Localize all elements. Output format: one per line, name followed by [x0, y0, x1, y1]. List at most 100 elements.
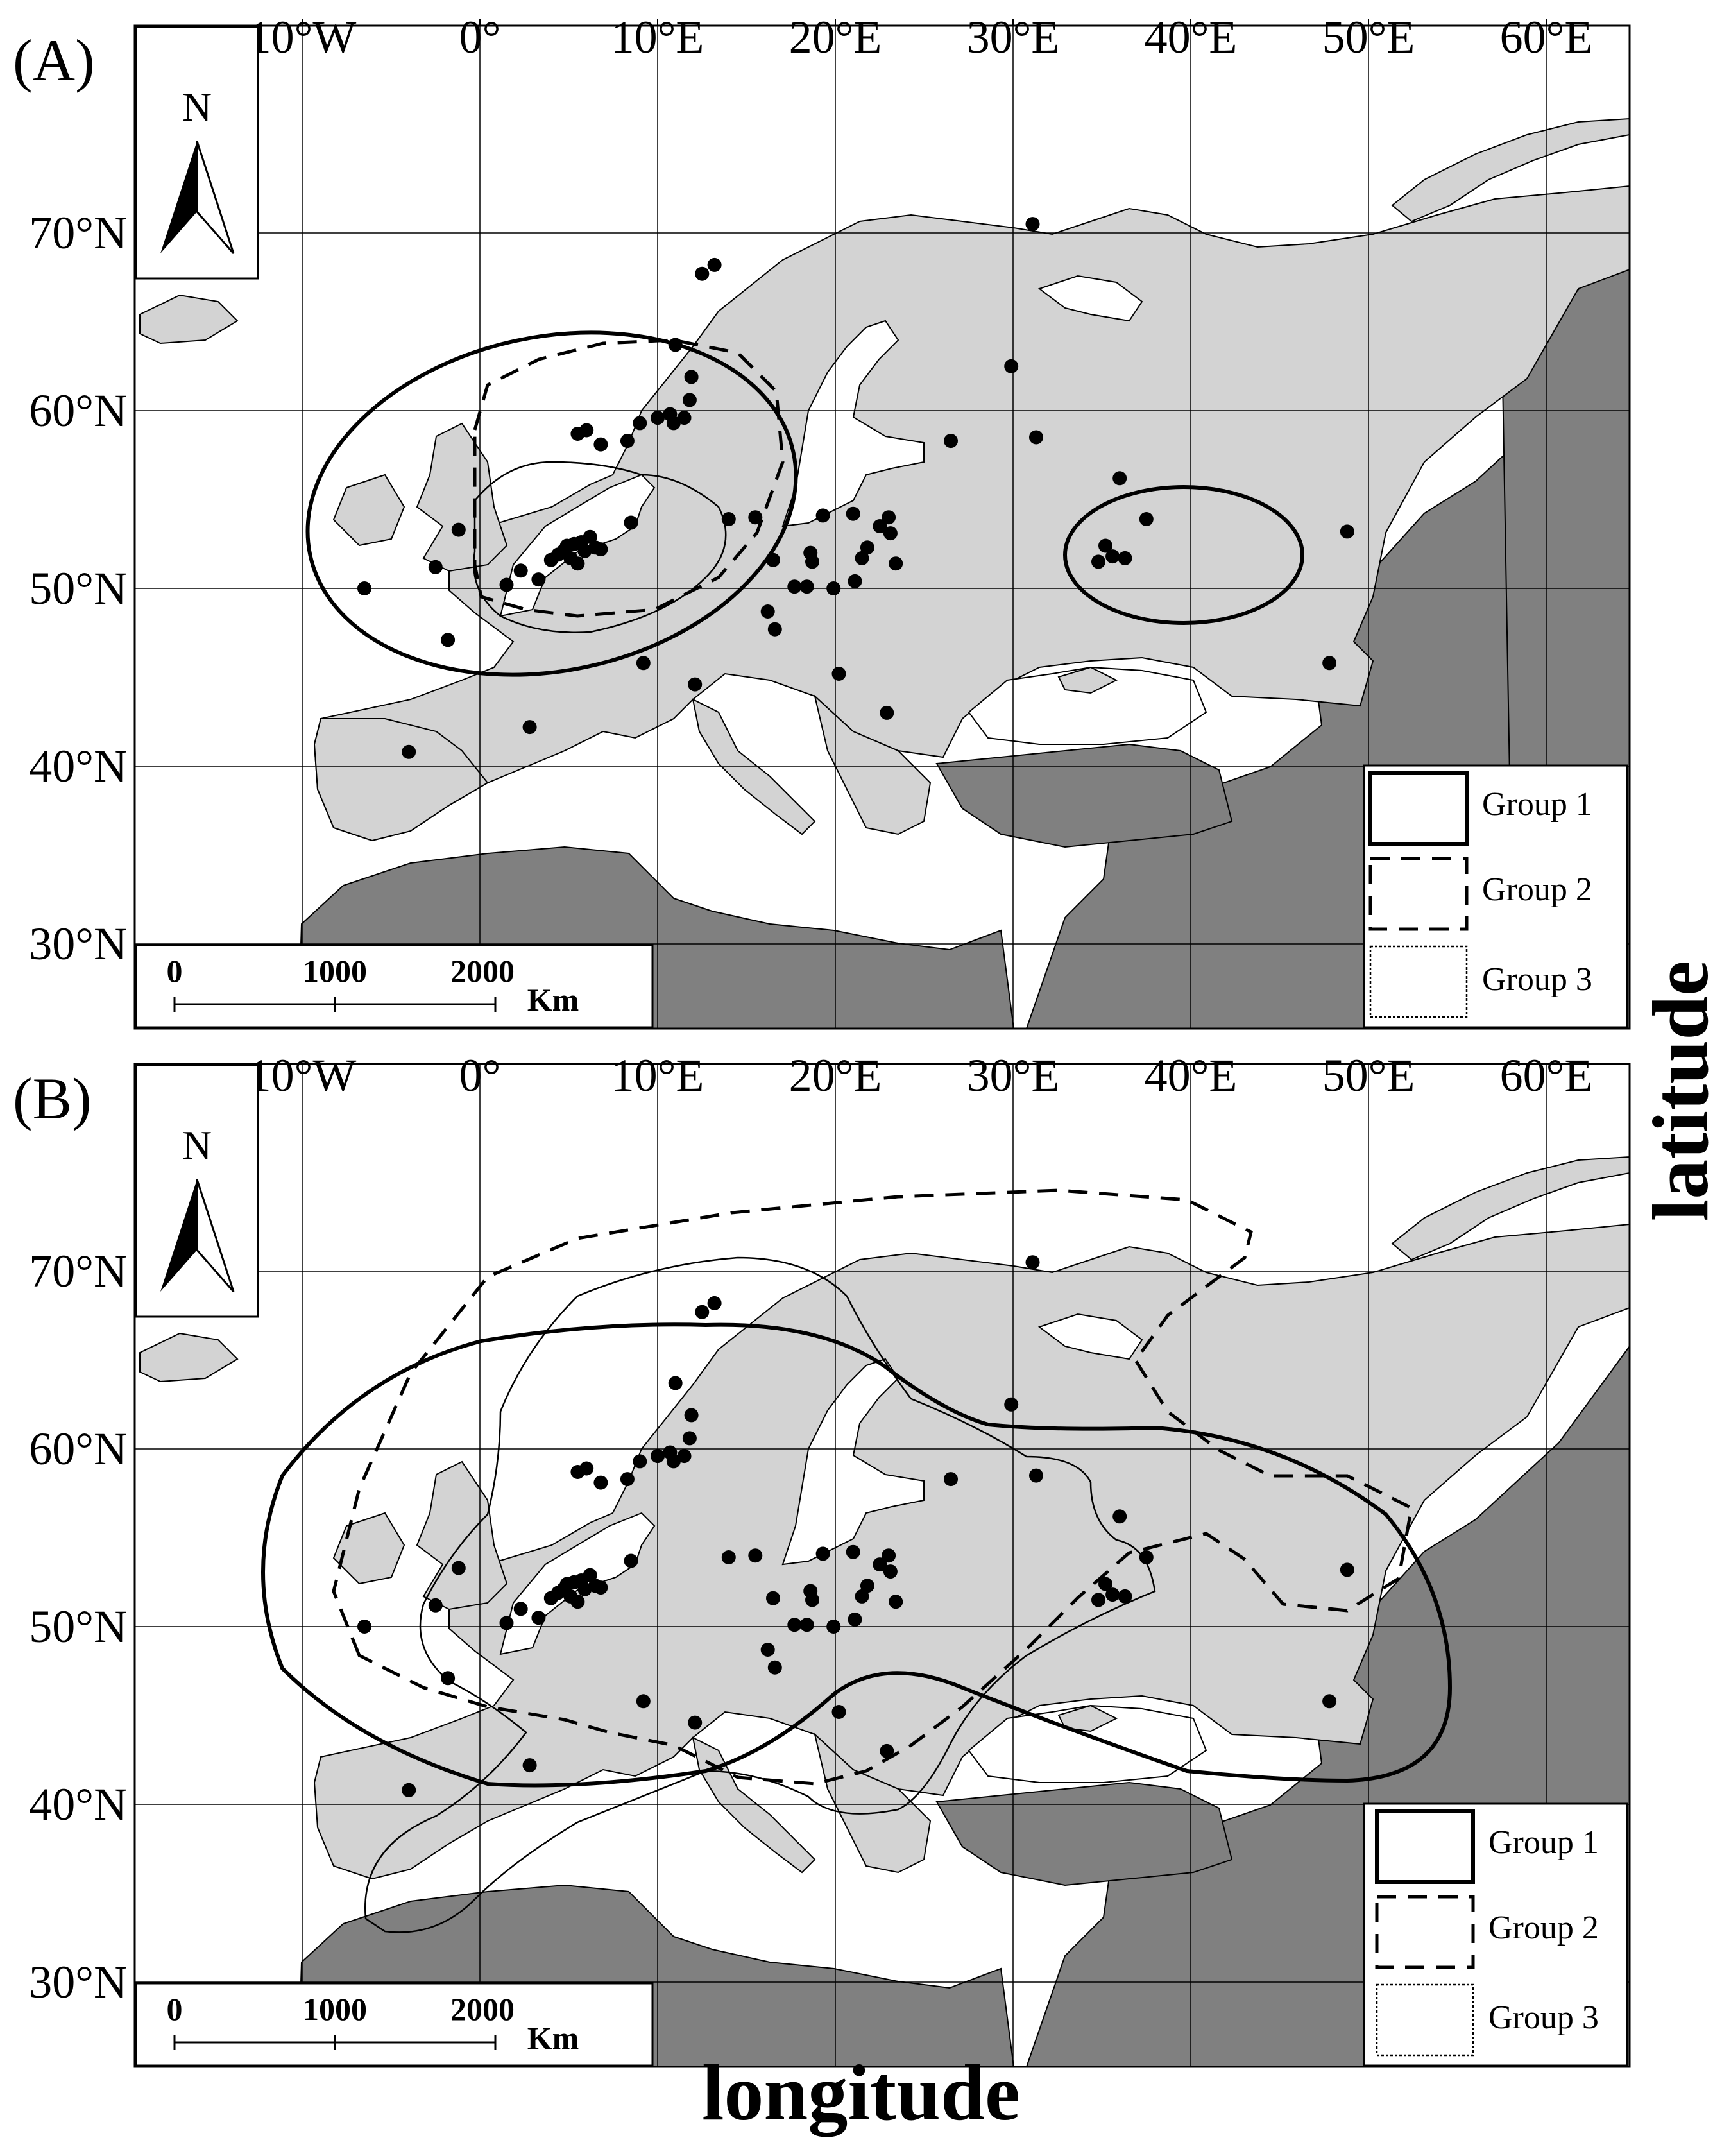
- lon-label-60e-b: 60°E: [1500, 1050, 1593, 1101]
- sample-point: [593, 1580, 608, 1595]
- sample-point: [570, 1595, 585, 1609]
- panel-b-north-arrow: N: [135, 1064, 259, 1318]
- sample-point: [803, 1584, 818, 1598]
- sample-point: [1322, 1694, 1337, 1709]
- panel-a-north-arrow: N: [135, 26, 259, 280]
- panel-b-group-3-range: [364, 1256, 1156, 1933]
- sample-point: [688, 677, 703, 692]
- panel-b-group-2-range: [332, 1188, 1413, 1786]
- sample-point: [633, 1454, 647, 1469]
- panel-b-black-sea: [968, 1704, 1207, 1783]
- sample-point: [513, 1602, 528, 1616]
- legend-label-group-3-b: Group 3: [1488, 1999, 1599, 2036]
- legend-label-group-2: Group 2: [1482, 871, 1592, 908]
- sample-point: [831, 1705, 846, 1719]
- panel-b-balkans: [814, 1733, 932, 1874]
- sample-point: [860, 1579, 874, 1593]
- sample-point: [944, 434, 958, 449]
- sample-point: [428, 560, 443, 574]
- lat-label-40n-b: 40°N: [29, 1779, 127, 1830]
- sample-point: [583, 1568, 597, 1582]
- sample-point: [577, 543, 592, 558]
- sample-point: [402, 744, 416, 759]
- legend-swatch-solid-b: [1375, 1810, 1475, 1884]
- scale-unit: Km: [527, 982, 579, 1018]
- sample-point: [499, 578, 514, 592]
- panel-b-britain: [416, 1460, 508, 1611]
- sample-point: [522, 1758, 537, 1773]
- sample-point: [624, 515, 638, 530]
- sample-point: [499, 1616, 514, 1630]
- sample-point: [883, 526, 898, 541]
- legend-label-group-2-b: Group 2: [1488, 1910, 1599, 1946]
- sample-point: [1118, 551, 1132, 565]
- panel-b-label: (B): [13, 1066, 92, 1131]
- sample-point: [846, 506, 860, 521]
- lon-label-40e-b: 40°E: [1145, 1050, 1238, 1101]
- sample-point: [357, 1620, 371, 1634]
- sample-point: [677, 1449, 692, 1464]
- lon-label-50e: 50°E: [1322, 12, 1415, 63]
- sample-point: [889, 1595, 903, 1609]
- sample-point: [1340, 524, 1354, 539]
- sample-point: [803, 545, 818, 560]
- sample-point: [855, 551, 869, 565]
- sample-point: [855, 1589, 869, 1604]
- panel-a: (A): [13, 12, 1631, 1030]
- lon-label-30e-b: 30°E: [967, 1050, 1060, 1101]
- sample-point: [1098, 538, 1112, 553]
- sample-point: [815, 508, 830, 523]
- sample-point: [880, 705, 894, 720]
- panel-b-white-sea: [1037, 1313, 1143, 1360]
- legend-label-group-3: Group 3: [1482, 961, 1592, 998]
- sample-point: [1112, 1509, 1127, 1524]
- sample-point: [882, 1548, 896, 1563]
- lat-label-30n: 30°N: [29, 918, 127, 970]
- lon-label-10w: 10°W: [248, 12, 357, 63]
- north-label-b: N: [182, 1122, 212, 1168]
- sample-point: [767, 622, 782, 637]
- panel-a-spain: [313, 718, 489, 842]
- panel-a-crimea: [1057, 666, 1118, 694]
- north-arrow-icon-b: [160, 1179, 197, 1292]
- sample-point: [826, 581, 841, 595]
- sample-point: [1029, 430, 1043, 445]
- sample-point: [748, 510, 763, 525]
- panel-a-map: [135, 26, 1630, 1029]
- panel-a-sample-points: [357, 217, 1354, 759]
- sample-point: [684, 1408, 699, 1423]
- lon-label-30e: 30°E: [967, 12, 1060, 63]
- panel-a-group-2-range: [473, 338, 785, 618]
- sample-point: [402, 1783, 416, 1797]
- panel-a-group-1-range: [305, 330, 1304, 677]
- sample-point: [826, 1620, 841, 1634]
- sample-point: [513, 563, 528, 578]
- panel-a-anatolia: [935, 743, 1233, 848]
- sample-point: [760, 604, 775, 619]
- sample-point: [684, 370, 699, 384]
- legend-swatch-solid: [1368, 771, 1469, 846]
- sample-point: [1112, 471, 1127, 486]
- sample-point: [873, 519, 887, 533]
- sample-point: [695, 1305, 710, 1319]
- sample-point: [860, 540, 874, 555]
- lat-label-50n-b: 50°N: [29, 1601, 127, 1652]
- lon-label-50e-b: 50°E: [1322, 1050, 1415, 1101]
- panel-a-white-sea: [1037, 275, 1143, 322]
- sample-point: [1105, 549, 1120, 564]
- sample-point: [531, 572, 546, 587]
- sample-point: [815, 1546, 830, 1561]
- sample-point: [668, 1376, 683, 1390]
- panel-b-iceland: [139, 1332, 239, 1383]
- sample-point: [677, 411, 692, 425]
- sample-point: [848, 1612, 862, 1627]
- sample-point: [766, 552, 780, 567]
- sample-point: [873, 1557, 887, 1572]
- sample-point: [889, 556, 903, 571]
- sample-point: [1105, 1587, 1120, 1602]
- panel-b-scale-bar: 0 1000 2000 Km: [135, 1982, 654, 2067]
- panel-a-legend: Group 1 Group 2 Group 3: [1363, 764, 1628, 1029]
- lat-label-70n-b: 70°N: [29, 1245, 127, 1297]
- sample-point: [570, 556, 585, 571]
- sample-point: [695, 266, 710, 281]
